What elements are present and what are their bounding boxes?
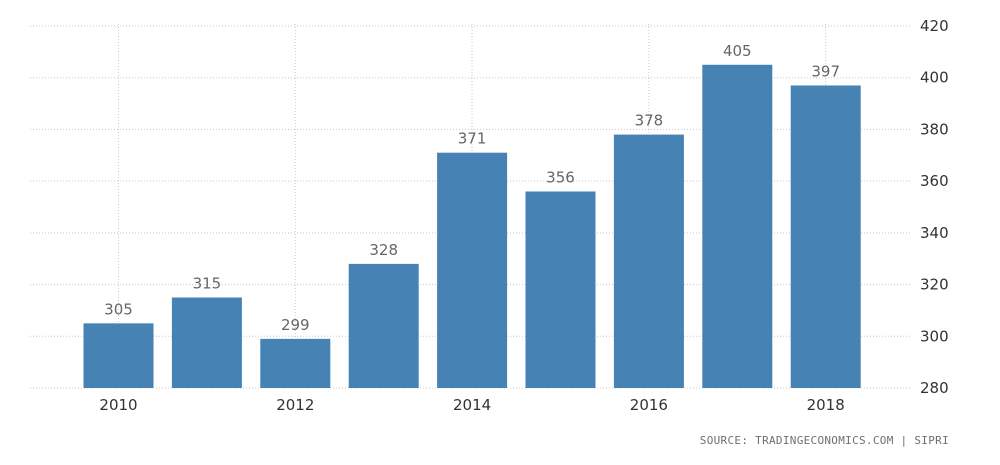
- bar-2018: [790, 85, 861, 388]
- bar-value-label-2013: 328: [369, 241, 398, 259]
- y-tick-label-380: 380: [920, 120, 949, 138]
- bar-value-label-2016: 378: [635, 112, 664, 130]
- bar-data-labels: 305 315 299 328 371 356 378 405 397: [104, 42, 840, 334]
- y-tick-label-420: 420: [920, 17, 949, 35]
- y-tick-label-360: 360: [920, 172, 949, 190]
- bar-2010: [83, 323, 154, 388]
- bar-2017: [702, 64, 773, 389]
- y-tick-label-300: 300: [920, 327, 949, 345]
- x-tick-label-2010: 2010: [99, 396, 137, 414]
- bars: [83, 64, 861, 389]
- bar-2015: [525, 191, 596, 388]
- bar-value-label-2014: 371: [458, 130, 487, 148]
- bar-value-label-2010: 305: [104, 300, 133, 318]
- x-tick-label-2016: 2016: [630, 396, 668, 414]
- y-axis-tick-labels: 280 300 320 340 360 380 400 420: [920, 17, 949, 397]
- bar-2012: [260, 338, 331, 388]
- bar-2013: [348, 263, 419, 388]
- y-tick-label-320: 320: [920, 276, 949, 294]
- source-credit: SOURCE: TRADINGECONOMICS.COM | SIPRI: [699, 434, 949, 447]
- x-tick-label-2012: 2012: [276, 396, 314, 414]
- x-tick-label-2018: 2018: [807, 396, 845, 414]
- bar-value-label-2012: 299: [281, 316, 310, 334]
- y-tick-label-280: 280: [920, 379, 949, 397]
- bar-2011: [171, 297, 242, 388]
- bar-2014: [437, 152, 508, 388]
- y-tick-label-340: 340: [920, 224, 949, 242]
- bar-value-label-2017: 405: [723, 42, 752, 60]
- bar-2016: [613, 134, 684, 388]
- y-tick-label-400: 400: [920, 69, 949, 87]
- bar-value-label-2015: 356: [546, 168, 575, 186]
- bar-value-label-2018: 397: [811, 62, 840, 80]
- x-tick-label-2014: 2014: [453, 396, 491, 414]
- x-axis-tick-labels: 2010 2012 2014 2016 2018: [99, 396, 844, 414]
- bar-value-label-2011: 315: [193, 275, 222, 293]
